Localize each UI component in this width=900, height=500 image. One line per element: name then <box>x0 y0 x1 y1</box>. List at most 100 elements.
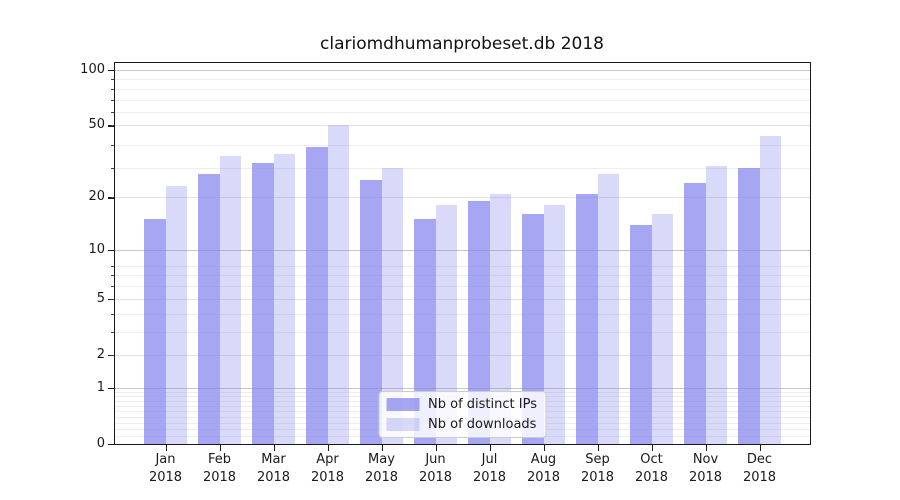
x-tick-mark <box>381 445 383 451</box>
bar-downloads <box>597 173 619 444</box>
legend: Nb of distinct IPs Nb of downloads <box>378 391 547 438</box>
bar-distinct-ips <box>252 163 274 444</box>
y-minor-tick-mark <box>111 125 114 127</box>
bar-distinct-ips <box>684 183 706 444</box>
legend-item-downloads: Nb of downloads <box>386 417 537 432</box>
bar-downloads <box>651 214 673 444</box>
gridline-minor <box>115 79 810 81</box>
bar-downloads <box>543 205 565 444</box>
bar-downloads <box>273 153 295 444</box>
x-tick-mark <box>273 445 275 451</box>
bar-downloads <box>165 186 187 444</box>
bar-distinct-ips <box>738 168 760 444</box>
plot-area: Nb of distinct IPs Nb of downloads <box>114 62 811 445</box>
gridline-minor <box>115 275 810 277</box>
bar-downloads <box>759 135 781 444</box>
x-axis-tick-label: Sep 2018 <box>580 452 615 485</box>
y-minor-tick-mark <box>111 286 114 288</box>
bar-downloads <box>489 193 511 444</box>
gridline-minor <box>115 168 810 170</box>
bar-distinct-ips <box>306 147 328 444</box>
y-minor-tick-mark <box>111 265 114 267</box>
gridline-minor <box>115 265 810 267</box>
legend-label-distinct-ips: Nb of distinct IPs <box>428 397 537 412</box>
y-tick-mark <box>108 69 114 72</box>
x-axis-tick-label: Aug 2018 <box>526 452 561 485</box>
y-tick-mark <box>108 249 114 252</box>
x-tick-mark <box>165 445 167 451</box>
y-axis-tick-label: 10 <box>88 241 105 257</box>
y-minor-tick-mark <box>111 275 114 277</box>
y-minor-tick-mark <box>111 79 114 81</box>
chart-title: clariomdhumanprobeset.db 2018 <box>320 34 604 54</box>
y-axis-tick-label: 0 <box>96 436 105 451</box>
x-axis-tick-label: Apr 2018 <box>310 452 345 485</box>
x-axis-tick-label: May 2018 <box>364 452 399 485</box>
y-axis-tick-label: 20 <box>88 189 105 205</box>
gridline-tick <box>115 298 810 300</box>
y-tick-mark <box>108 387 114 390</box>
x-axis-tick-label: Dec 2018 <box>742 452 777 485</box>
y-minor-tick-mark <box>111 88 114 90</box>
x-tick-mark <box>489 445 491 451</box>
y-minor-tick-mark <box>111 298 114 300</box>
bar-downloads <box>327 125 349 444</box>
x-tick-mark <box>705 445 707 451</box>
bar-distinct-ips <box>630 224 652 444</box>
bar-distinct-ips <box>360 179 382 444</box>
y-axis-tick-label: 100 <box>80 61 105 77</box>
legend-item-distinct-ips: Nb of distinct IPs <box>386 397 537 412</box>
gridline-minor <box>115 313 810 315</box>
legend-swatch-distinct-ips <box>386 398 420 411</box>
y-minor-tick-mark <box>111 354 114 356</box>
x-tick-mark <box>651 445 653 451</box>
y-minor-tick-mark <box>111 197 114 199</box>
bar-distinct-ips <box>468 201 490 444</box>
gridline-minor <box>115 99 810 101</box>
gridline-minor <box>115 112 810 114</box>
x-axis-tick-label: Oct 2018 <box>634 452 669 485</box>
bar-distinct-ips <box>522 214 544 444</box>
x-tick-mark <box>759 445 761 451</box>
x-tick-mark <box>327 445 329 451</box>
gridline-tick <box>115 354 810 356</box>
x-axis-tick-label: Mar 2018 <box>256 452 291 485</box>
y-axis-tick-label: 1 <box>96 379 105 395</box>
x-tick-mark <box>219 445 221 451</box>
bar-distinct-ips <box>144 219 166 444</box>
gridline-minor <box>115 145 810 147</box>
y-axis-tick-label: 50 <box>88 117 105 133</box>
x-tick-mark <box>543 445 545 451</box>
gridline-tick <box>115 125 810 127</box>
y-tick-mark <box>108 444 114 446</box>
gridline-tick <box>115 197 810 199</box>
y-minor-tick-mark <box>111 331 114 333</box>
bar-downloads <box>705 165 727 444</box>
y-minor-tick-mark <box>111 112 114 114</box>
bar-distinct-ips <box>198 173 220 444</box>
x-axis-tick-label: Jul 2018 <box>472 452 507 485</box>
x-axis-tick-label: Jun 2018 <box>418 452 453 485</box>
x-axis-tick-label: Nov 2018 <box>688 452 723 485</box>
x-tick-mark <box>597 445 599 451</box>
x-axis-tick-label: Jan 2018 <box>148 452 183 485</box>
y-minor-tick-mark <box>111 168 114 170</box>
bar-downloads <box>435 205 457 444</box>
gridline-major <box>115 387 810 389</box>
bar-downloads <box>219 155 241 444</box>
bar-downloads <box>381 168 403 444</box>
gridline-major <box>115 249 810 251</box>
y-minor-tick-mark <box>111 145 114 147</box>
y-minor-tick-mark <box>111 99 114 101</box>
gridline-minor <box>115 88 810 90</box>
gridline-minor <box>115 331 810 333</box>
y-minor-tick-mark <box>111 313 114 315</box>
x-tick-mark <box>435 445 437 451</box>
y-axis-tick-label: 2 <box>96 346 105 362</box>
y-axis-tick-label: 5 <box>96 290 105 306</box>
gridline-major <box>115 69 810 71</box>
gridline-minor <box>115 286 810 288</box>
bar-distinct-ips <box>414 219 436 444</box>
bar-distinct-ips <box>576 193 598 444</box>
